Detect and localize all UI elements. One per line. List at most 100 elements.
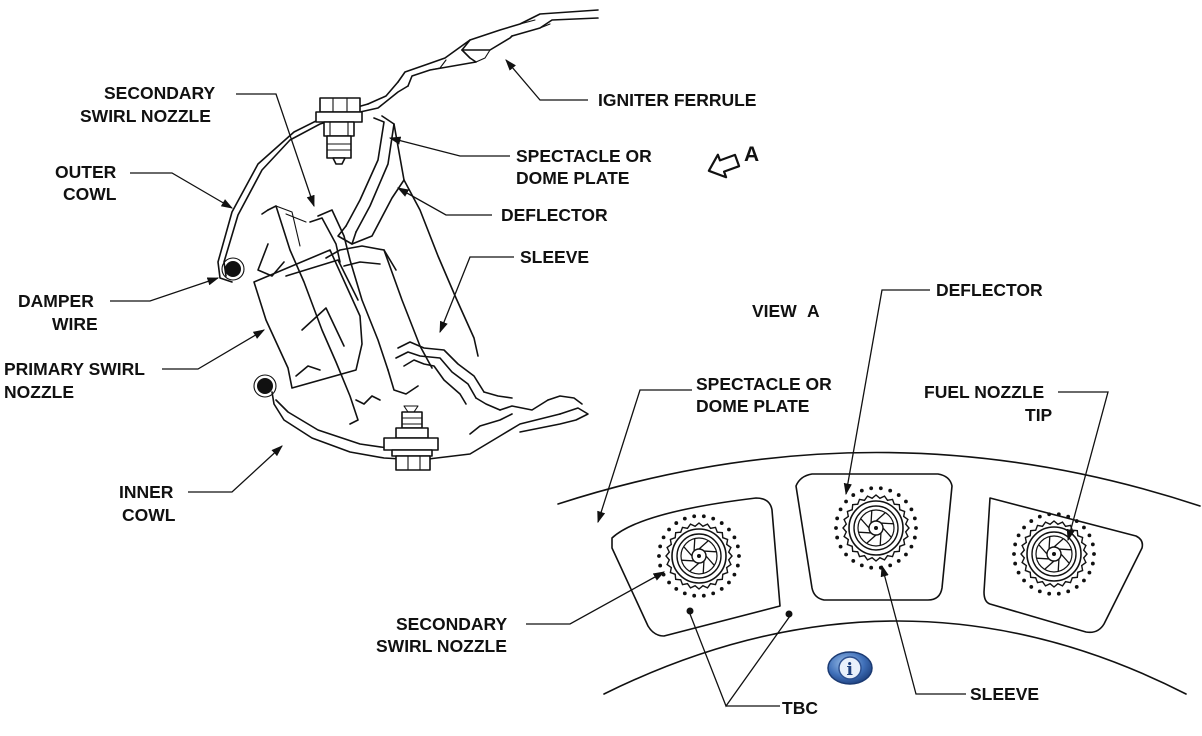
swirl-vane [1057,558,1060,572]
swirl-vane [1044,560,1055,570]
cooling-hole [1016,533,1021,538]
tbc-dot-right [785,610,793,618]
swirl-vane [866,534,877,544]
label-outer-cowl-line2: COWL [63,184,117,204]
swirler-ring [676,533,722,579]
label-primary-swirl-line1: PRIMARY SWIRL [4,359,145,379]
cooling-hole [1066,589,1071,594]
cooling-hole [896,493,901,497]
swirl-vane [875,512,886,522]
fuel-orifice [697,554,701,558]
swirl-vane [880,522,894,525]
view-a-label-sleeve: SLEEVE [970,684,1039,704]
cooling-hole [1047,591,1052,596]
cooling-hole [835,516,840,521]
cooling-hole [1066,514,1071,519]
outer-dome-arc [557,451,1201,507]
view-a-title-word: VIEW [752,301,797,321]
swirl-vane [705,555,715,566]
view-a-arrow-letter: A [744,143,759,166]
cooling-hole [1016,570,1021,575]
sleeve-ring [1026,526,1082,582]
cooling-hole [658,563,663,568]
swirl-vane [1058,548,1072,551]
cooling-hole [674,587,679,591]
view-a-leader-lines [526,289,1109,708]
view-a-label-deflector: DEFLECTOR [936,280,1043,300]
view-a-label-secondary-line2: SWIRL NOZZLE [376,636,507,656]
label-secondary-swirl-line1: SECONDARY [104,83,215,103]
cooling-hole [1087,570,1092,575]
label-igniter-ferrule: IGNITER FERRULE [598,90,756,110]
cooling-hole [1022,525,1026,530]
cooling-hole [667,580,671,585]
cooling-hole [869,486,874,491]
swirl-vane [860,518,870,529]
cooling-hole [904,552,908,557]
cooling-hole [888,488,893,493]
cooling-hole [732,535,737,540]
view-a-label-fuel-tip-line1: FUEL NOZZLE [924,382,1044,402]
cooling-hole [735,563,740,568]
swirl-vane [1038,544,1048,555]
cooling-hole [1092,552,1096,556]
cooling-hole [1037,589,1042,594]
primary-swirl-nozzle-shape [253,205,381,425]
cooling-hole [888,563,893,568]
cooling-hole [701,514,706,519]
cooling-hole [727,580,731,585]
swirl-vane [870,510,873,524]
tbc-dot-left [686,607,694,615]
swirler-ring [1031,531,1077,577]
cooling-hole [719,521,724,525]
swirl-vane [698,540,709,550]
cooling-hole [838,544,843,549]
swirl-vane [703,550,717,553]
cooling-hole [692,593,697,598]
cooling-hole [1029,519,1034,523]
cooling-hole [878,486,883,491]
info-icon[interactable]: i [827,651,873,685]
nozzle-left [657,514,741,598]
cooling-hole [667,527,671,532]
label-sleeve: SLEEVE [520,247,589,267]
cooling-hole [682,516,687,521]
swirler-ring [853,505,899,551]
cooling-hole [912,535,917,540]
top-bolt [315,97,363,165]
cooling-hole [682,591,687,596]
cooling-hole [727,527,731,532]
dome-segment-center [795,473,953,601]
view-a-title-letter: A [807,301,820,321]
label-primary-swirl-line2: NOZZLE [4,382,74,402]
cooling-hole [838,507,843,512]
swirl-vane [693,538,696,552]
fuel-orifice [1052,552,1056,556]
swirler-inner-ring [857,509,895,547]
view-a-label-spectacle-line2: DOME PLATE [696,396,809,416]
view-a-arrow: A [707,143,759,179]
cooling-hole [904,499,908,504]
swirl-vane [1048,536,1051,550]
cooling-hole [701,593,706,598]
cooling-hole [1056,591,1061,596]
cooling-hole [844,552,848,557]
cooling-hole [737,554,741,558]
fuel-orifice [874,526,878,530]
cooling-hole [834,526,838,530]
cooling-hole [1037,514,1042,519]
cooling-hole [896,559,901,563]
cooling-hole [1056,512,1061,517]
left-leader-lines [110,59,588,493]
cooling-hole [909,507,914,512]
cooling-hole [914,526,918,530]
bottom-bolt [383,405,439,471]
swirl-vane [1036,557,1050,560]
cooling-hole [1013,542,1018,547]
cooling-hole [711,516,716,521]
cooling-hole [674,521,679,525]
cooling-hole [1082,525,1086,530]
swirler-inner-ring [680,537,718,575]
